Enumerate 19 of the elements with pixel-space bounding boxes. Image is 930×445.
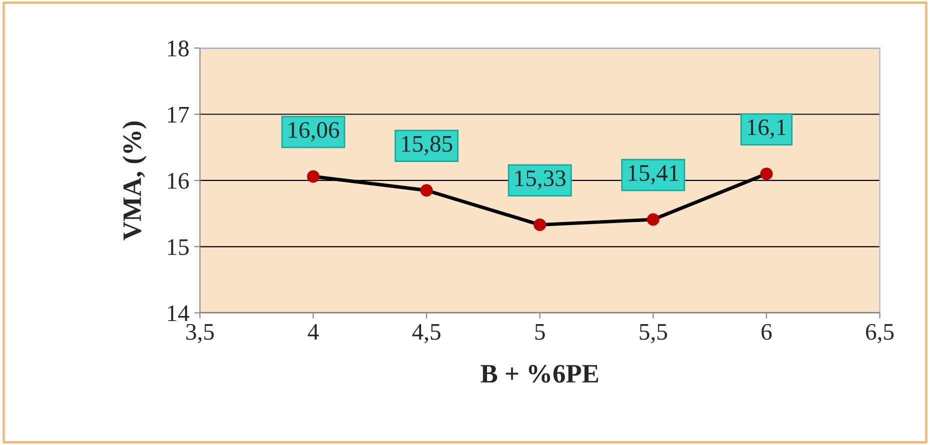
x-tick-label: 6 (762, 324, 772, 340)
data-label: 15,41 (628, 165, 678, 184)
x-tick-label: 6,5 (866, 324, 894, 344)
x-axis-title: B + %6PE (480, 364, 598, 383)
data-label: 16,06 (288, 122, 340, 142)
y-tick-label: 16 (168, 173, 189, 189)
data-label: 16,1 (748, 119, 786, 139)
y-tick-label: 15 (168, 239, 189, 256)
data-label: 15,33 (515, 170, 566, 190)
y-tick-label: 17 (168, 106, 189, 122)
y-tick-label: 18 (168, 40, 189, 56)
x-tick-label: 4,5 (412, 324, 440, 344)
data-label: 15,85 (402, 136, 452, 156)
y-axis-title: VMA, (%) (122, 122, 146, 240)
x-tick-label: 5 (535, 324, 545, 340)
x-tick-label: 3,5 (186, 324, 214, 344)
y-tick-label: 14 (168, 305, 190, 322)
x-tick-label: 5,5 (640, 324, 668, 344)
x-tick-label: 4 (308, 324, 319, 340)
